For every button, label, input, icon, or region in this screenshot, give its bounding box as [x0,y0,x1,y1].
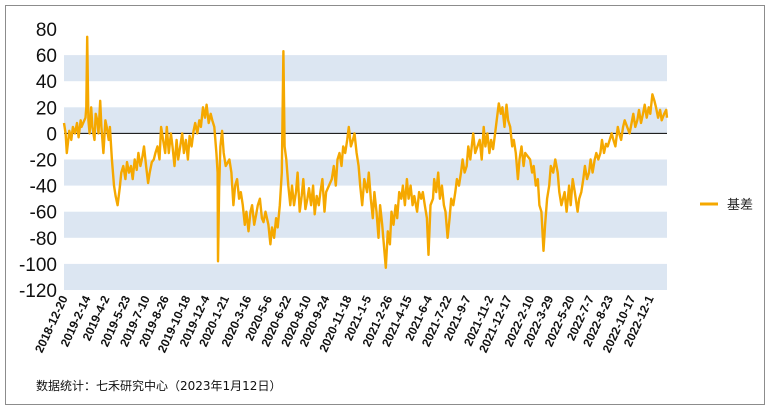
y-tick-label: -100 [19,255,57,276]
source-note: 数据统计：七禾研究中心（2023年1月12日） [36,379,282,393]
grid-bands [64,55,667,290]
y-tick-label: -80 [30,229,57,250]
legend: 基差 [700,198,753,213]
y-tick-label: 80 [36,20,57,41]
x-axis-ticks: 2018-12-202019-2-142019-4-22019-5-232019… [32,293,657,355]
y-tick-label: 40 [36,72,57,93]
grid-band [64,107,667,134]
series-layer [62,35,669,269]
grid-band [64,263,667,290]
grid-band [64,55,667,82]
series-line-basis [62,35,669,269]
grid-band [64,211,667,238]
y-tick-label: 60 [36,46,57,67]
y-tick-label: 20 [36,98,57,119]
y-tick-label: -120 [19,281,57,302]
y-axis-ticks: 80 60 40 20 0 -20 -40 -60 -80 -100 -120 [19,20,57,302]
legend-label: 基差 [727,198,753,213]
y-tick-label: -40 [30,177,57,198]
y-tick-label: -60 [30,203,57,224]
y-tick-label: -20 [30,151,57,172]
y-tick-label: 0 [46,124,57,145]
